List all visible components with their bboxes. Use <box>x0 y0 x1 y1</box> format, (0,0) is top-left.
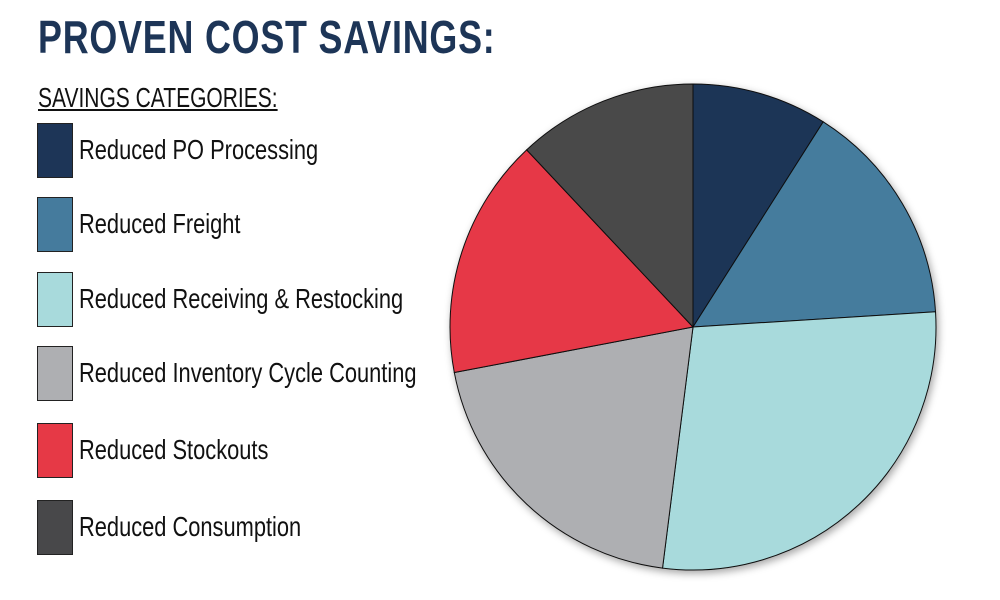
legend-swatch <box>37 499 73 555</box>
pie-slice <box>661 311 937 571</box>
legend-swatch <box>37 345 73 401</box>
pie-slice <box>692 121 937 328</box>
legend-label: Reduced Receiving & Restocking <box>79 283 404 314</box>
legend-swatch <box>37 122 73 178</box>
legend-item: Reduced Receiving & Restocking <box>37 271 495 327</box>
chart-title: PROVEN COST SAVINGS: <box>38 11 496 63</box>
legend-label: Reduced Stockouts <box>79 434 269 465</box>
pie-slice <box>525 83 694 329</box>
legend-item: Reduced Consumption <box>37 499 364 555</box>
legend-item: Reduced Inventory Cycle Counting <box>37 345 512 401</box>
legend-item: Reduced Stockouts <box>37 422 322 478</box>
legend-swatch <box>37 271 73 327</box>
legend-title: SAVINGS CATEGORIES: <box>38 82 278 113</box>
pie-slice <box>449 149 694 374</box>
pie-slice <box>692 83 824 329</box>
legend-swatch <box>37 196 73 252</box>
legend-label: Reduced PO Processing <box>79 134 319 165</box>
legend-label: Reduced Consumption <box>79 511 302 542</box>
legend-item: Reduced Freight <box>37 196 286 252</box>
legend-label: Reduced Inventory Cycle Counting <box>79 357 417 388</box>
legend-swatch <box>37 422 73 478</box>
legend-item: Reduced PO Processing <box>37 122 386 178</box>
legend-label: Reduced Freight <box>79 208 241 239</box>
pie-slice <box>453 326 694 569</box>
